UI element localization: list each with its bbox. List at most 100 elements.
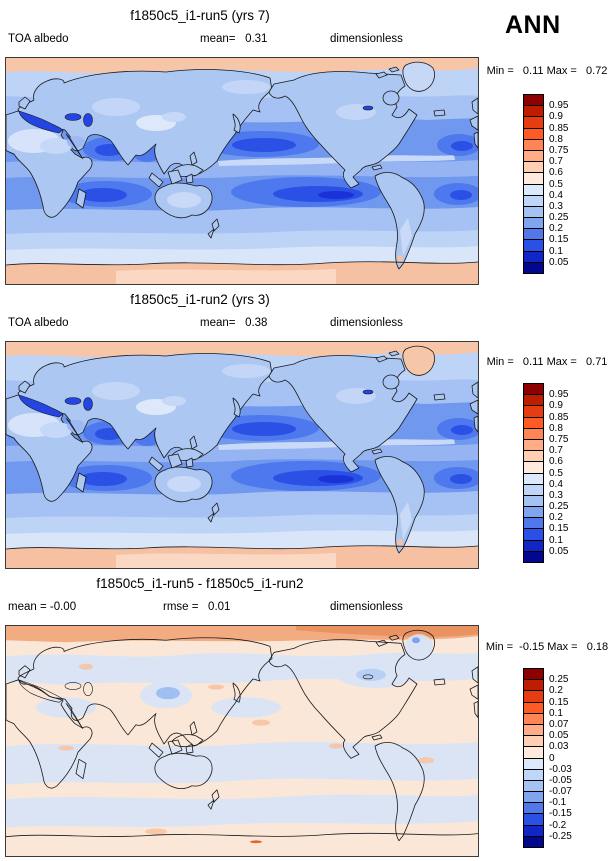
colorbar-tick-label: 0.85	[549, 122, 569, 134]
minmax-label: Min = 0.11 Max = 0.71	[486, 356, 608, 368]
colorbar-swatch	[524, 427, 543, 439]
minmax-label: Min = -0.15 Max = 0.18	[485, 641, 609, 653]
mean-label: mean = -0.00	[8, 601, 77, 613]
colorbar-tick-label: 0.2	[549, 223, 563, 235]
colorbar-tick-label: -0.15	[549, 808, 572, 820]
colorbar-swatch	[524, 250, 543, 262]
colorbar-swatch	[524, 450, 543, 462]
colorbar-tick-label: 0.5	[549, 178, 563, 190]
colorbar-tick-label: 0.3	[549, 489, 563, 501]
panel-title: f1850c5_i1-run2 (yrs 3)	[130, 292, 270, 307]
colorbar-swatch	[524, 483, 543, 495]
colorbar-tick-label: 0.8	[549, 422, 563, 434]
colorbar-tick-label: 0.2	[549, 685, 563, 697]
mean-label: mean= 0.31	[200, 33, 268, 45]
map-difference	[5, 625, 479, 857]
colorbar-tick-label: 0.6	[549, 456, 563, 468]
colorbar-tick-label: 0.15	[549, 696, 569, 708]
colorbar-tick-label: 0.25	[549, 212, 569, 224]
world-map-run5	[4, 58, 482, 284]
colorbar-tick-label: 0.7	[549, 445, 563, 457]
colorbar-swatch	[524, 768, 543, 780]
colorbar-tick-label: 0.3	[549, 200, 563, 212]
colorbar-swatch	[524, 127, 543, 139]
variable-label: TOA albedo	[8, 33, 69, 45]
colorbar-swatch	[524, 679, 543, 691]
colorbar-tick-label: 0.75	[549, 144, 569, 156]
colorbar-swatch	[524, 217, 543, 229]
colorbar-swatch	[524, 405, 543, 417]
colorbar-tick-label: 0.5	[549, 467, 563, 479]
map-run2	[4, 341, 482, 569]
colorbar-swatch	[524, 528, 543, 540]
colorbar-swatch	[524, 539, 543, 551]
colorbar-swatch	[524, 506, 543, 518]
colorbar-swatch	[524, 138, 543, 150]
colorbar-swatch	[524, 712, 543, 724]
colorbar-swatch	[524, 690, 543, 702]
rmse-label: rmse = 0.01	[163, 601, 231, 613]
colorbar-tick-label: 0.05	[549, 256, 569, 268]
colorbar-swatch	[524, 824, 543, 836]
colorbar-swatch	[524, 161, 543, 173]
colorbar-swatch	[524, 416, 543, 428]
units-label: dimensionless	[330, 317, 403, 329]
colorbar-swatch	[524, 105, 543, 117]
colorbar-tick-label: -0.07	[549, 786, 572, 798]
colorbar-tick-label: 0.95	[549, 100, 569, 112]
variable-label: TOA albedo	[8, 317, 69, 329]
colorbar-swatch	[524, 205, 543, 218]
colorbar-swatch	[524, 461, 543, 473]
colorbar-tick-label: -0.25	[549, 830, 572, 842]
colorbar-swatch	[524, 701, 543, 713]
colorbar-tick-label: 0.05	[549, 730, 569, 742]
colorbar-swatch	[524, 669, 543, 680]
colorbar-swatch	[524, 239, 543, 251]
world-map-run2	[4, 342, 482, 568]
colorbar-swatch	[524, 735, 543, 747]
colorbar-tick-label: 0.9	[549, 400, 563, 412]
colorbar-tick-label: -0.05	[549, 774, 572, 786]
minmax-label: Min = 0.11 Max = 0.72	[486, 65, 608, 77]
mean-label: mean= 0.38	[200, 317, 268, 329]
units-label: dimensionless	[330, 33, 403, 45]
colorbar-tick-label: 0.1	[549, 707, 563, 719]
units-label: dimensionless	[330, 601, 403, 613]
colorbar-swatch	[524, 261, 543, 273]
colorbar-run5: 0.95 0.9 0.85 0.8 0.75 0.7 0.6 0.5 0.4 0.3 0.25 0.2…	[523, 94, 568, 274]
panel-title: f1850c5_i1-run5 - f1850c5_i1-run2	[96, 576, 304, 591]
colorbar-tick-label: 0.1	[549, 534, 563, 546]
map-run5	[4, 57, 482, 285]
colorbar-swatch	[524, 813, 543, 825]
colorbar-swatch	[524, 194, 543, 206]
colorbar-swatch	[524, 802, 543, 814]
colorbar-tick-label: 0.7	[549, 156, 563, 168]
colorbar-swatch	[524, 394, 543, 406]
colorbar-swatch	[524, 835, 543, 847]
colorbar-tick-label: 0.03	[549, 741, 569, 753]
panel-title: f1850c5_i1-run5 (yrs 7)	[130, 8, 270, 23]
colorbar-swatch	[524, 438, 543, 451]
colorbar-tick-label: 0.15	[549, 523, 569, 535]
colorbar-tick-label: 0.25	[549, 501, 569, 513]
colorbar-tick-label: 0.75	[549, 433, 569, 445]
colorbar-tick-label: 0.9	[549, 111, 563, 123]
colorbar-swatch	[524, 472, 543, 484]
colorbar-tick-label: -0.2	[549, 819, 567, 831]
colorbar-tick-label: 0.4	[549, 189, 563, 201]
colorbar-tick-label: 0	[549, 752, 555, 764]
season-label: ANN	[505, 11, 561, 39]
colorbar-swatch	[524, 149, 543, 162]
colorbar-swatch	[524, 723, 543, 736]
colorbar-swatch	[524, 494, 543, 507]
colorbar-swatch	[524, 172, 543, 184]
colorbar-swatch	[524, 116, 543, 128]
colorbar-tick-label: -0.1	[549, 797, 567, 809]
colorbar-tick-label: 0.8	[549, 133, 563, 145]
colorbar-swatch	[524, 517, 543, 529]
colorbar-tick-label: 0.4	[549, 478, 563, 490]
colorbar-swatch	[524, 550, 543, 562]
colorbar-swatch	[524, 757, 543, 769]
colorbar-tick-label: 0.07	[549, 718, 569, 730]
